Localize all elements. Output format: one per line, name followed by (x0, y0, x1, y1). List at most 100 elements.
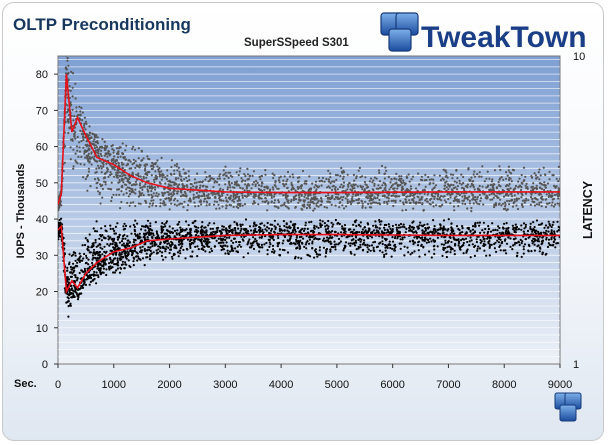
scatter-point (117, 162, 120, 165)
scatter-point (325, 206, 328, 209)
scatter-point (78, 141, 81, 144)
scatter-point (250, 187, 253, 190)
x-tick-label: 2000 (157, 379, 181, 391)
scatter-point (154, 194, 157, 197)
scatter-point (187, 170, 190, 173)
scatter-point (359, 240, 362, 243)
scatter-point (187, 175, 190, 178)
scatter-point (538, 201, 541, 204)
scatter-point (427, 175, 430, 179)
scatter-point (287, 190, 290, 193)
scatter-point (237, 227, 240, 230)
scatter-point (138, 191, 141, 195)
scatter-point (195, 187, 198, 190)
scatter-point (139, 164, 142, 167)
scatter-point (200, 203, 203, 206)
scatter-point (235, 171, 238, 174)
scatter-point (255, 240, 258, 243)
scatter-point (95, 220, 98, 223)
scatter-point (114, 162, 118, 165)
scatter-point (406, 246, 409, 249)
scatter-point (214, 232, 217, 235)
scatter-point (416, 237, 419, 240)
scatter-point (403, 226, 406, 229)
scatter-point (126, 235, 129, 238)
scatter-point (449, 173, 453, 176)
scatter-point (558, 194, 560, 197)
scatter-point (541, 222, 544, 225)
scatter-point (102, 165, 105, 168)
scatter-point (496, 239, 499, 242)
scatter-point (110, 261, 113, 264)
scatter-point (217, 237, 220, 240)
scatter-point (124, 244, 127, 247)
scatter-point (110, 196, 113, 199)
scatter-point (427, 241, 430, 244)
scatter-point (282, 194, 285, 197)
scatter-point (163, 201, 166, 204)
scatter-point (173, 169, 176, 172)
scatter-point (533, 187, 536, 190)
scatter-point (458, 200, 461, 203)
scatter-point (286, 200, 289, 203)
scatter-point (344, 241, 348, 244)
scatter-point (240, 227, 243, 230)
scatter-point (72, 165, 75, 168)
scatter-point (66, 59, 69, 62)
scatter-point (213, 181, 216, 184)
scatter-point (73, 266, 76, 269)
scatter-point (304, 224, 307, 227)
scatter-point (155, 232, 159, 235)
scatter-point (279, 175, 282, 178)
scatter-point (168, 230, 171, 233)
scatter-point (105, 258, 108, 261)
scatter-point (355, 193, 358, 196)
scatter-point (145, 224, 148, 227)
scatter-point (83, 122, 86, 125)
scatter-point (277, 236, 280, 239)
scatter-point (107, 238, 110, 241)
scatter-point (551, 223, 554, 226)
scatter-point (305, 206, 308, 210)
scatter-point (171, 257, 174, 260)
scatter-point (327, 180, 330, 183)
scatter-point (223, 173, 226, 176)
scatter-point (96, 148, 99, 151)
scatter-point (346, 188, 349, 191)
scatter-point (158, 175, 161, 178)
scatter-point (252, 225, 255, 228)
scatter-point (215, 181, 219, 184)
scatter-point (78, 146, 81, 149)
scatter-point (389, 227, 392, 230)
scatter-point (444, 241, 447, 245)
scatter-point (141, 186, 144, 189)
scatter-point (481, 185, 484, 188)
scatter-point (150, 199, 153, 202)
scatter-point (377, 184, 380, 187)
scatter-point (505, 242, 509, 245)
scatter-point (201, 225, 204, 228)
scatter-point (208, 196, 211, 199)
scatter-point (388, 188, 391, 191)
scatter-point (307, 195, 310, 198)
scatter-point (224, 196, 227, 199)
scatter-point (258, 176, 261, 179)
scatter-point (539, 174, 542, 177)
scatter-point (276, 187, 279, 190)
scatter-point (492, 183, 495, 186)
scatter-point (430, 256, 433, 259)
scatter-point (374, 220, 377, 223)
scatter-point (93, 138, 96, 141)
scatter-point (74, 82, 77, 85)
scatter-point (551, 198, 554, 201)
scatter-point (71, 292, 75, 295)
scatter-point (455, 195, 458, 198)
scatter-point (485, 194, 488, 197)
scatter-point (277, 199, 280, 202)
scatter-point (182, 168, 185, 171)
x-tick-label: 3000 (213, 379, 237, 391)
scatter-point (253, 181, 256, 184)
scatter-point (137, 202, 140, 205)
y-tick-label: 50 (36, 178, 48, 190)
scatter-point (311, 200, 314, 203)
